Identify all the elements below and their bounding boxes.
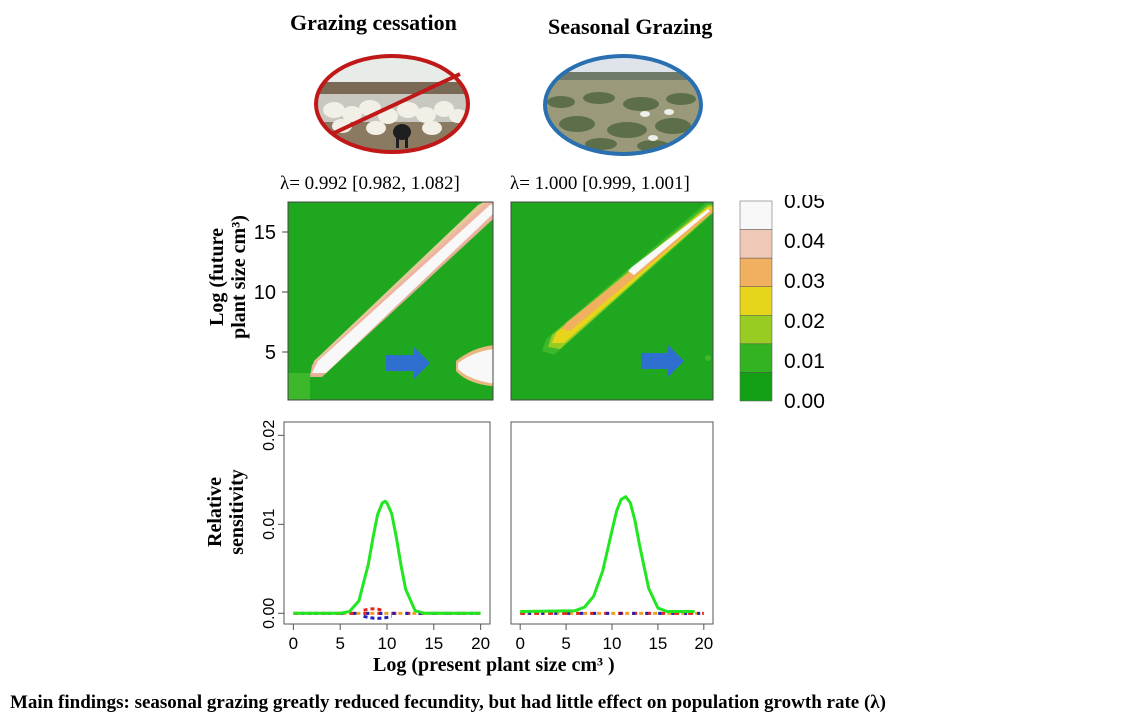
colorbar-cells bbox=[739, 200, 773, 402]
sens-ytick-label: 0.01 bbox=[261, 509, 278, 540]
sensitivity-seasonal-plot: 0 5 10 15 20 bbox=[510, 421, 714, 653]
sens-red-bump bbox=[363, 607, 383, 612]
seasonal-grazing-photo bbox=[543, 54, 703, 156]
sens-xtick-label: 5 bbox=[335, 634, 344, 653]
sens-xtick-label: 0 bbox=[515, 634, 524, 653]
grazing-cessation-photo bbox=[314, 54, 470, 154]
lambda-seasonal: λ= 1.000 [0.999, 1.001] bbox=[510, 173, 690, 194]
sens-ylabel-line2: sensitivity bbox=[226, 469, 248, 555]
sens-ytick-label: 0.00 bbox=[261, 598, 278, 629]
sens-blue-bump bbox=[363, 614, 393, 620]
colorbar-tick-label: 0.05 bbox=[784, 195, 825, 213]
main-findings-text: Main findings: seasonal grazing greatly … bbox=[10, 692, 886, 713]
colorbar-cell bbox=[739, 343, 773, 373]
sens-xtick-label: 0 bbox=[289, 634, 298, 653]
heatmap-seasonal bbox=[510, 201, 714, 401]
colorbar-tick-label: 0.01 bbox=[784, 350, 825, 373]
heatmap-cessation: 5 10 15 bbox=[254, 201, 494, 401]
colorbar-tick-label: 0.04 bbox=[784, 230, 825, 253]
sens-xtick-label: 20 bbox=[471, 634, 490, 653]
colorbar-tick-label: 0.00 bbox=[784, 390, 825, 410]
colorbar-cell bbox=[739, 229, 773, 259]
colorbar-cell bbox=[739, 372, 773, 402]
title-seasonal-grazing: Seasonal Grazing bbox=[548, 14, 713, 39]
sensitivity-cessation-plot: 0 5 10 15 20 0.00 0.01 0.02 bbox=[261, 420, 491, 653]
colorbar-cell bbox=[739, 315, 773, 345]
arrow-cessation bbox=[386, 347, 430, 379]
sensitivity-plot-frame bbox=[510, 421, 714, 625]
sensitivity-curve bbox=[293, 499, 481, 615]
heatmap-cessation-y-axis: 5 10 15 bbox=[254, 222, 288, 364]
sens-xtick-label: 15 bbox=[648, 634, 667, 653]
heatmap-ytick-label: 15 bbox=[254, 222, 276, 244]
colorbar: 0.00 0.01 0.02 0.03 0.04 0.05 bbox=[739, 195, 825, 410]
sens-xtick-label: 15 bbox=[424, 634, 443, 653]
sensitivity-cessation: 0 5 10 15 20 0.00 0.01 0.02 bbox=[261, 420, 491, 653]
sens-ylabel-line1: Relative bbox=[204, 477, 226, 547]
sens-xtick-label: 20 bbox=[694, 634, 713, 653]
lambda-cessation: λ= 0.992 [0.982, 1.082] bbox=[280, 173, 460, 194]
arrow-seasonal bbox=[641, 345, 684, 377]
sensitivity-curve bbox=[520, 495, 695, 613]
sens-ylabel: Relative sensitivity bbox=[196, 430, 256, 590]
colorbar-tick-label: 0.03 bbox=[784, 270, 825, 293]
heatmap-ytick-label: 10 bbox=[254, 282, 276, 304]
colorbar-labels: 0.00 0.01 0.02 0.03 0.04 0.05 bbox=[784, 195, 825, 410]
colorbar-tick-label: 0.02 bbox=[784, 310, 825, 333]
x-axis-label: Log (present plant size cm³ ) bbox=[373, 654, 615, 676]
heatmap-ytick-label: 5 bbox=[265, 342, 276, 364]
colorbar-cell bbox=[739, 200, 773, 230]
sens-xtick-label: 5 bbox=[561, 634, 570, 653]
sensitivity-plot-frame bbox=[283, 421, 491, 625]
colorbar-cell bbox=[739, 257, 773, 287]
sens-xtick-label: 10 bbox=[378, 634, 397, 653]
colorbar-cell bbox=[739, 286, 773, 316]
sensitivity-seasonal: 0 5 10 15 20 bbox=[510, 421, 714, 653]
title-grazing-cessation: Grazing cessation bbox=[290, 10, 457, 35]
sens-ytick-label: 0.02 bbox=[261, 420, 278, 451]
sens-xtick-label: 10 bbox=[603, 634, 622, 653]
